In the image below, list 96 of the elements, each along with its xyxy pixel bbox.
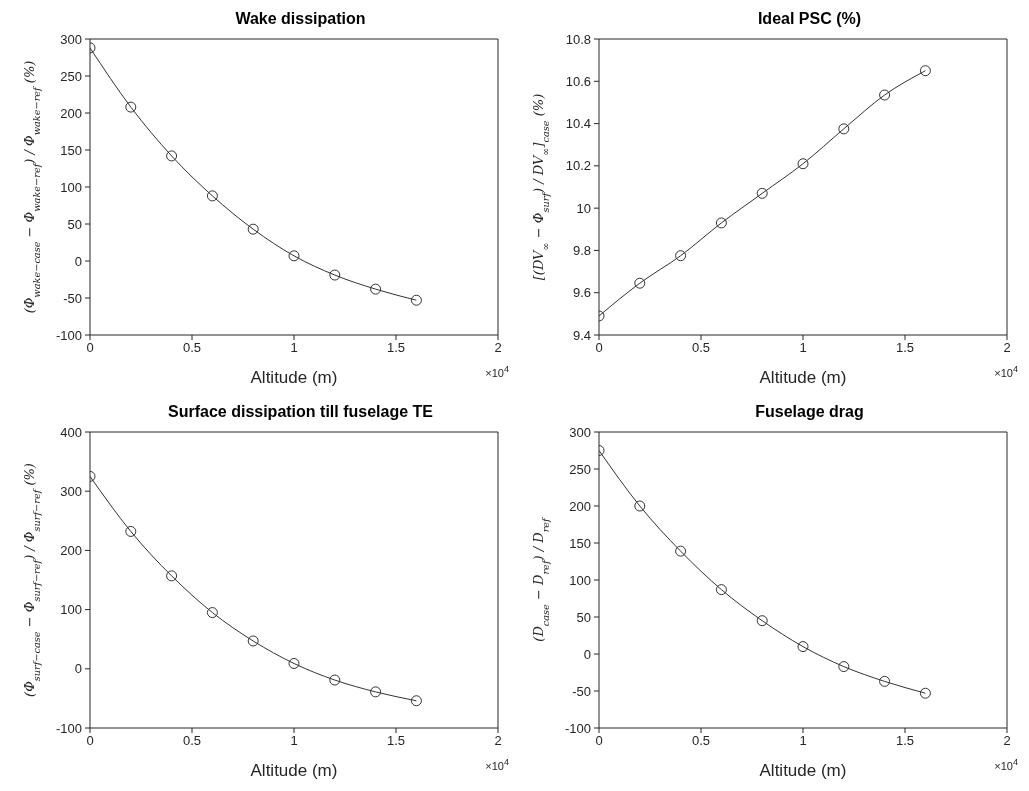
point <box>838 123 850 135</box>
x-axis-title: Altitude (m) <box>759 368 847 387</box>
point <box>125 101 137 113</box>
y-tick-label: 9.4 <box>572 327 591 343</box>
point <box>675 250 687 262</box>
point <box>125 525 137 537</box>
x-tick-label: 0.5 <box>182 733 202 749</box>
y-tick-label: 10.2 <box>565 158 591 174</box>
x-tick-label: 0 <box>86 340 94 356</box>
chart-title: Fuselage drag <box>754 403 865 421</box>
y-tick-label: 200 <box>60 543 82 559</box>
x-axis-title: Altitude (m) <box>250 368 338 387</box>
point <box>879 675 891 687</box>
x-tick-label: 0.5 <box>691 733 711 749</box>
x-tick-label: 0.5 <box>691 340 711 356</box>
point <box>329 269 341 281</box>
point <box>797 641 809 653</box>
x-tick-label: 0.5 <box>182 340 202 356</box>
point <box>797 158 809 170</box>
text: ×10$^{4}$ <box>994 757 1018 772</box>
y-tick-label: 250 <box>569 461 591 477</box>
point <box>166 570 178 582</box>
y-tick-label: 50 <box>576 609 591 625</box>
chart-title: Surface dissipation till fuselage TE <box>167 403 434 421</box>
point <box>756 615 768 627</box>
y-tick-label: 300 <box>60 31 82 47</box>
chart-title: Ideal PSC (%) <box>756 10 863 28</box>
point <box>247 223 259 235</box>
point <box>715 584 727 596</box>
x-tick-label: 0 <box>595 340 603 356</box>
x-tick-label: 1.5 <box>386 340 406 356</box>
point <box>370 283 382 295</box>
point <box>634 500 646 512</box>
y-tick-label: 10.4 <box>565 116 591 132</box>
x-tick-label: 2 <box>1003 340 1011 356</box>
point <box>675 545 687 557</box>
y-tick-label: 150 <box>569 535 591 551</box>
point <box>756 187 768 199</box>
y-tick-label: 9.8 <box>572 243 591 259</box>
y-tick-label: 300 <box>60 483 82 499</box>
x-tick-label: 1.5 <box>895 733 915 749</box>
x-tick-label: 1 <box>290 340 298 356</box>
y-tick-label: 0 <box>583 646 591 662</box>
point <box>715 217 727 229</box>
y-tick-label: 150 <box>60 142 82 158</box>
y-tick-label: 200 <box>569 498 591 514</box>
x-axis-title: Altitude (m) <box>250 761 338 780</box>
x-tick-label: 2 <box>494 733 502 749</box>
y-tick-label: 10.8 <box>565 31 591 47</box>
y-tick-label: 0 <box>74 661 82 677</box>
y-tick-label: -50 <box>572 683 591 699</box>
y-tick-label: -50 <box>63 290 82 306</box>
x-tick-label: 2 <box>1003 733 1011 749</box>
x-tick-label: 1 <box>290 733 298 749</box>
point <box>919 65 931 77</box>
point <box>370 686 382 698</box>
chart-title: Wake dissipation <box>234 10 367 28</box>
y-tick-label: 200 <box>60 105 82 121</box>
y-tick-label: 0 <box>74 253 82 269</box>
y-tick-label: 9.6 <box>572 285 591 301</box>
y-tick-label: -100 <box>55 327 82 343</box>
point <box>206 190 218 202</box>
x-tick-label: 0 <box>86 733 94 749</box>
y-tick-label: 10 <box>576 200 591 216</box>
point <box>410 695 422 707</box>
point <box>879 89 891 101</box>
x-tick-label: 1 <box>799 733 807 749</box>
y-tick-label: 100 <box>569 572 591 588</box>
y-tick-label: 100 <box>60 602 82 618</box>
point <box>410 294 422 306</box>
point <box>329 674 341 686</box>
point <box>838 661 850 673</box>
y-tick-label: -100 <box>55 720 82 736</box>
y-tick-label: -100 <box>564 720 591 736</box>
point <box>288 250 300 262</box>
y-tick-label: 300 <box>569 424 591 440</box>
point <box>919 687 931 699</box>
y-tick-label: 400 <box>60 424 82 440</box>
y-tick-label: 50 <box>67 216 82 232</box>
point <box>206 607 218 619</box>
x-tick-label: 1.5 <box>386 733 406 749</box>
point <box>247 635 259 647</box>
y-tick-label: 100 <box>60 179 82 195</box>
x-tick-label: 1 <box>799 340 807 356</box>
y-tick-label: 10.6 <box>565 73 591 89</box>
text: ×10$^{4}$ <box>485 757 509 772</box>
x-tick-label: 2 <box>494 340 502 356</box>
point <box>634 277 646 289</box>
y-tick-label: 250 <box>60 68 82 84</box>
point <box>166 150 178 162</box>
x-tick-label: 0 <box>595 733 603 749</box>
x-tick-label: 1.5 <box>895 340 915 356</box>
text: ×10$^{4}$ <box>485 364 509 379</box>
point <box>288 657 300 669</box>
x-axis-title: Altitude (m) <box>759 761 847 780</box>
text: ×10$^{4}$ <box>994 364 1018 379</box>
